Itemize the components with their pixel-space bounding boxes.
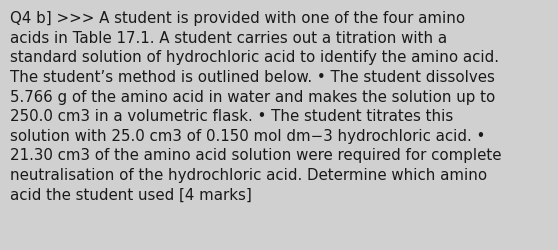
Text: Q4 b] >>> A student is provided with one of the four amino
acids in Table 17.1. : Q4 b] >>> A student is provided with one… (10, 11, 502, 202)
